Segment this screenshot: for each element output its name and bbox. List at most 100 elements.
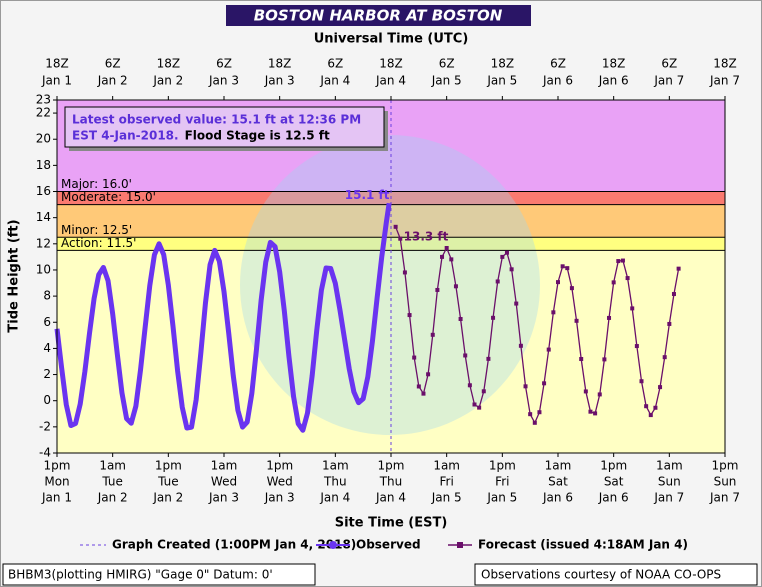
x2-tick-date: Jan 4 (319, 74, 350, 88)
y-tick-label: 16 (36, 184, 51, 198)
forecast-point (560, 264, 565, 269)
x2-tick-date: Jan 2 (97, 74, 128, 88)
forecast-point (551, 310, 556, 315)
forecast-point (463, 353, 468, 358)
chart-title: BOSTON HARBOR AT BOSTON (254, 7, 503, 25)
forecast-point (658, 385, 663, 390)
forecast-point (579, 356, 584, 361)
y-tick-label: 18 (36, 158, 51, 172)
forecast-point (542, 381, 547, 386)
legend-label: Forecast (issued 4:18AM Jan 4) (478, 538, 688, 552)
x-tick-day: Sat (548, 475, 568, 489)
forecast-point (556, 280, 560, 285)
x2-tick-date: Jan 5 (486, 74, 517, 88)
y-tick-label: 4 (43, 341, 51, 355)
forecast-point (523, 384, 528, 389)
forecast-point (620, 258, 625, 263)
forecast-point (481, 389, 486, 394)
forecast-point (453, 284, 458, 289)
forecast-point (430, 332, 435, 337)
forecast-point (616, 259, 621, 264)
forecast-point (676, 266, 681, 271)
plot-border (56, 99, 726, 454)
x-tick-date: Jan 1 (41, 491, 72, 505)
top-axis-label: Universal Time (UTC) (314, 32, 469, 47)
forecast-point (477, 405, 482, 410)
x2-tick-label: 6Z (550, 57, 566, 71)
y-tick-label: 20 (36, 132, 51, 146)
forecast-point (500, 254, 505, 259)
y-tick-label: 14 (36, 210, 51, 224)
footer-left-box (2, 563, 316, 586)
x-tick-date: Jan 6 (542, 491, 573, 505)
flood-label: Minor: 12.5' (61, 223, 132, 237)
x2-tick-date: Jan 5 (431, 74, 462, 88)
forecast-point (398, 236, 403, 241)
footer-left: BHBM3(plotting HMIRG) "Gage 0" Datum: 0' (8, 568, 273, 582)
y-tick-label: 23 (36, 93, 51, 107)
forecast-point (491, 315, 496, 320)
x-tick-date: Jan 4 (375, 491, 406, 505)
forecast-point (444, 245, 449, 250)
forecast-point (639, 379, 644, 384)
x-tick-date: Jan 5 (486, 491, 517, 505)
x2-tick-label: 6Z (327, 57, 343, 71)
footer-right: Observations courtesy of NOAA CO-OPS (481, 568, 721, 582)
forecast-point (565, 266, 570, 271)
x2-tick-label: 18Z (45, 57, 69, 71)
forecast-point (458, 316, 463, 321)
x-tick-label: 1pm (600, 459, 627, 473)
y-tick-label: -2 (39, 419, 51, 433)
x2-tick-label: 6Z (105, 57, 121, 71)
x2-tick-date: Jan 2 (152, 74, 183, 88)
x-tick-label: 1pm (378, 459, 405, 473)
forecast-point (514, 301, 519, 306)
x-tick-label: 1pm (44, 459, 71, 473)
x-tick-date: Jan 3 (264, 491, 295, 505)
x-tick-day: Wed (211, 475, 237, 489)
forecast-point (671, 292, 676, 297)
forecast-point (495, 279, 500, 284)
x-tick-label: 1am (99, 459, 126, 473)
x-tick-label: 1am (545, 459, 572, 473)
forecast-point (407, 313, 412, 318)
forecast-point (528, 412, 533, 417)
x-tick-label: 1pm (155, 459, 182, 473)
x2-tick-date: Jan 3 (264, 74, 295, 88)
y-tick-label: -4 (39, 446, 51, 460)
x-axis-label: Site Time (EST) (335, 516, 448, 531)
x2-tick-date: Jan 3 (208, 74, 239, 88)
forecast-point (416, 384, 421, 389)
point-annotation: 15.1 ft (345, 188, 390, 202)
x-tick-date: Jan 7 (709, 491, 740, 505)
x-tick-day: Sun (714, 475, 737, 489)
forecast-point (648, 413, 653, 418)
x2-tick-label: 6Z (439, 57, 455, 71)
forecast-point (630, 306, 635, 311)
x-tick-label: 1pm (712, 459, 739, 473)
info-line-1: Latest observed value: 15.1 ft at 12:36 … (72, 113, 361, 127)
flood-label: Action: 11.5' (61, 236, 136, 250)
x-tick-day: Thu (323, 475, 347, 489)
x-tick-date: Jan 5 (431, 491, 462, 505)
point-annotation: 13.3 ft (404, 229, 449, 243)
x-tick-day: Fri (440, 475, 454, 489)
forecast-point (611, 280, 616, 285)
forecast-point (625, 276, 630, 281)
x-tick-date: Jan 3 (208, 491, 239, 505)
forecast-point (440, 254, 445, 259)
info-box (64, 106, 385, 148)
forecast-point (607, 315, 612, 320)
x2-tick-label: 18Z (602, 57, 626, 71)
forecast-point (532, 420, 537, 425)
x-tick-day: Mon (44, 475, 69, 489)
forecast-point (449, 257, 454, 262)
forecast-point (569, 286, 574, 291)
forecast-point (421, 391, 426, 396)
legend-observed-marker (329, 541, 337, 549)
x2-tick-label: 18Z (379, 57, 403, 71)
forecast-point (634, 344, 639, 349)
forecast-point (537, 410, 542, 415)
x2-tick-label: 18Z (713, 57, 737, 71)
x2-tick-date: Jan 6 (542, 74, 573, 88)
